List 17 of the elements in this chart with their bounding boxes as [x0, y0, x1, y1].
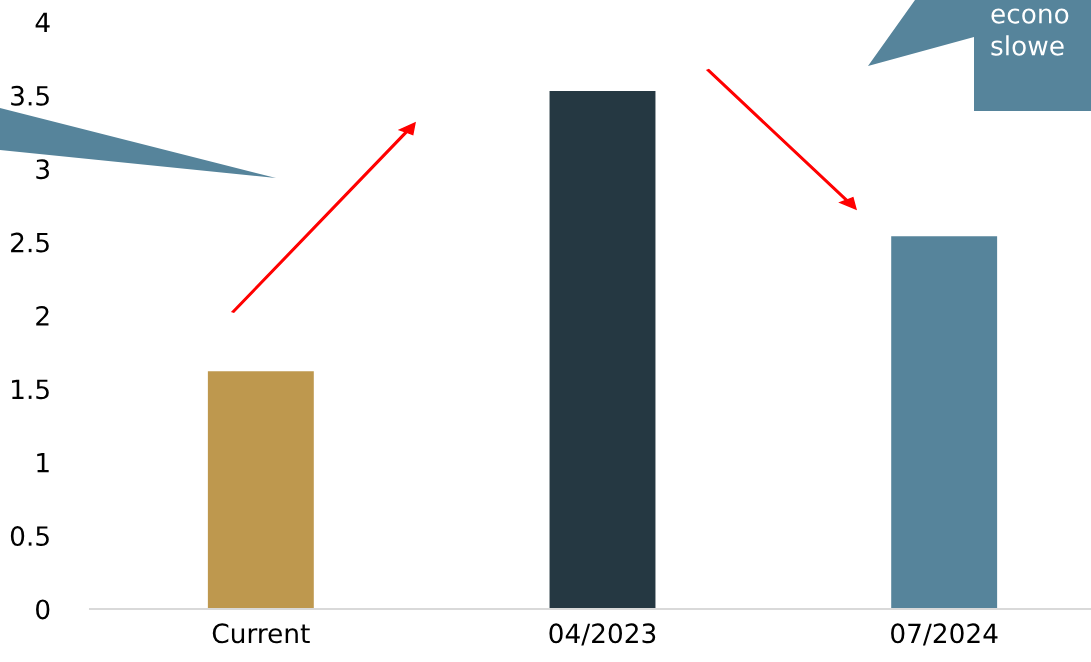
y-tick-label: 4	[35, 12, 50, 33]
x-tick-label: 07/2024	[891, 623, 998, 646]
y-tick-label: 2.5	[11, 232, 49, 253]
y-tick-label: 3.5	[11, 85, 49, 106]
y-tick-label: 3	[36, 159, 49, 180]
annotation: econo	[991, 8, 1069, 24]
bar	[891, 236, 998, 609]
y-tick-label: 0.5	[10, 526, 49, 547]
y-tick-label: 0	[36, 599, 50, 620]
annotation: slowe	[991, 35, 1064, 56]
y-tick-label: 2	[36, 305, 49, 326]
bar	[549, 90, 656, 609]
y-tick-label: 1.5	[12, 379, 49, 400]
bar	[207, 371, 314, 609]
y-tick-label: 1	[37, 453, 49, 473]
x-tick-label: Current	[212, 623, 310, 644]
x-tick-label: 04/2023	[549, 623, 656, 646]
